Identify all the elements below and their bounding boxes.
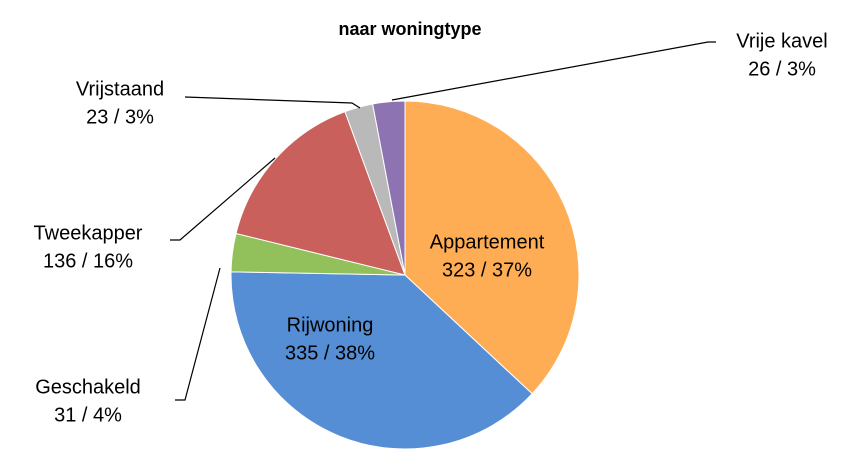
leader-line	[175, 267, 221, 401]
pie-slice	[372, 100, 406, 276]
slice-label: Appartement	[430, 231, 545, 253]
slice-value-label: 26 / 3%	[748, 58, 816, 80]
slice-label: Tweekapper	[34, 222, 143, 244]
slice-label: Vrijstaand	[76, 78, 164, 100]
pie-slice	[230, 271, 533, 449]
leader-line	[170, 157, 276, 241]
leader-line	[184, 96, 361, 109]
slice-label: Vrije kavel	[736, 30, 828, 52]
slice-label: Geschakeld	[35, 376, 141, 398]
slice-value-label: 31 / 4%	[54, 404, 122, 426]
slice-value-label: 23 / 3%	[86, 106, 154, 128]
slice-value-label: 323 / 37%	[442, 259, 532, 281]
pie-slice	[404, 100, 580, 395]
slice-label: Rijwoning	[287, 314, 374, 336]
slice-value-label: 136 / 16%	[43, 250, 133, 272]
chart-title: naar woningtype	[338, 19, 481, 39]
slice-value-label: 335 / 38%	[285, 342, 375, 364]
pie-slice	[235, 111, 406, 276]
leader-line	[391, 41, 716, 101]
